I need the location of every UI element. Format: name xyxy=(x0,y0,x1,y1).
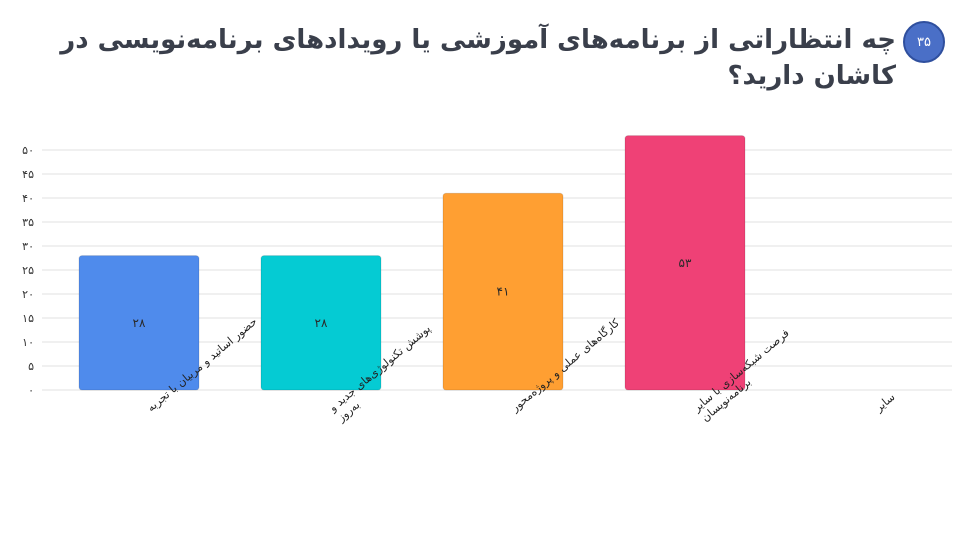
y-tick-label: ۴۵ xyxy=(22,168,34,181)
y-tick-label: ۱۰ xyxy=(22,336,34,349)
question-title: چه انتظاراتی از برنامه‌های آموزشی یا روی… xyxy=(60,25,896,91)
bars xyxy=(78,135,746,391)
data-label: ۵۳ xyxy=(679,256,692,270)
y-tick-label: ۰ xyxy=(28,384,34,397)
data-label: ۴۱ xyxy=(497,285,510,299)
bar[interactable] xyxy=(78,255,200,391)
y-tick-label: ۵۰ xyxy=(22,144,34,157)
category-label: سایر xyxy=(872,390,898,415)
y-tick-label: ۳۰ xyxy=(22,240,34,253)
y-tick-label: ۲۰ xyxy=(22,288,34,301)
bar[interactable] xyxy=(624,135,746,391)
data-label: ۲۸ xyxy=(315,316,328,330)
y-tick-label: ۳۵ xyxy=(22,216,34,229)
y-tick-label: ۱۵ xyxy=(22,312,34,325)
data-labels: ۲۸ ۲۸ ۴۱ ۵۳ xyxy=(133,256,692,330)
question-number-badge: ۳۵ xyxy=(903,21,945,63)
bar[interactable] xyxy=(260,255,382,391)
y-tick-label: ۲۵ xyxy=(22,264,34,277)
y-axis-ticks: ۰ ۵ ۱۰ ۱۵ ۲۰ ۲۵ ۳۰ ۳۵ ۴۰ ۴۵ ۵۰ xyxy=(22,144,34,397)
y-tick-label: ۴۰ xyxy=(22,192,34,205)
bar[interactable] xyxy=(442,192,564,391)
data-label: ۲۸ xyxy=(133,316,146,330)
y-tick-label: ۵ xyxy=(28,360,34,373)
question-number: ۳۵ xyxy=(917,34,931,50)
